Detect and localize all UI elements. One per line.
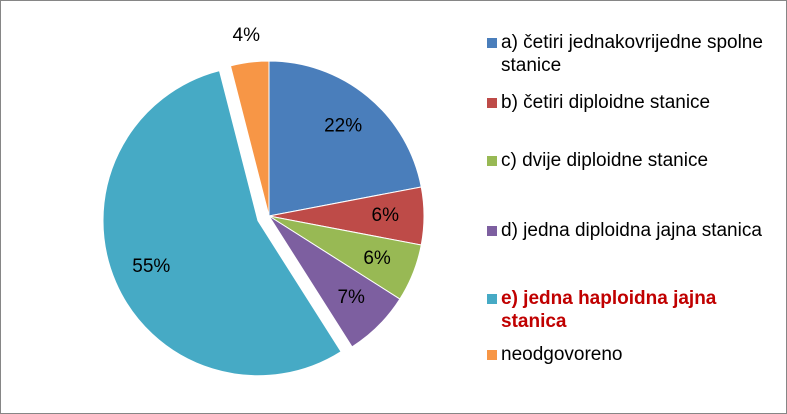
legend-label: neodgovoreno <box>501 344 623 365</box>
pie-slice <box>229 60 270 217</box>
legend-item: neodgovoreno <box>487 343 782 366</box>
legend-label: e) jedna haploidna jajna stanica <box>501 288 717 332</box>
data-label: 6% <box>363 248 391 269</box>
pie-slice <box>268 60 422 217</box>
legend-swatch <box>487 294 497 304</box>
data-label: 55% <box>132 256 170 277</box>
data-label: 6% <box>372 205 400 226</box>
legend-swatch <box>487 226 497 236</box>
legend-swatch <box>487 38 497 48</box>
data-label: 22% <box>324 115 362 136</box>
data-label: 7% <box>337 287 365 308</box>
pie-slice <box>268 215 401 348</box>
legend-item: a) četiri jednakovrijedne spolne stanice <box>487 31 782 77</box>
legend-item: b) četiri diploidne stanice <box>487 91 782 114</box>
pie-slice <box>102 70 342 377</box>
legend-label: c) dvije diploidne stanice <box>501 150 709 171</box>
legend-label: d) jedna diploidna jajna stanica <box>501 220 762 241</box>
legend-item: e) jedna haploidna jajna stanica <box>487 287 782 333</box>
legend-label: a) četiri jednakovrijedne spolne stanice <box>501 32 763 76</box>
data-label: 4% <box>233 25 261 46</box>
legend-item: d) jedna diploidna jajna stanica <box>487 219 782 242</box>
legend-label: b) četiri diploidne stanice <box>501 92 711 113</box>
legend-swatch <box>487 98 497 108</box>
legend-swatch <box>487 156 497 166</box>
legend-item: c) dvije diploidne stanice <box>487 149 782 172</box>
legend-swatch <box>487 350 497 360</box>
